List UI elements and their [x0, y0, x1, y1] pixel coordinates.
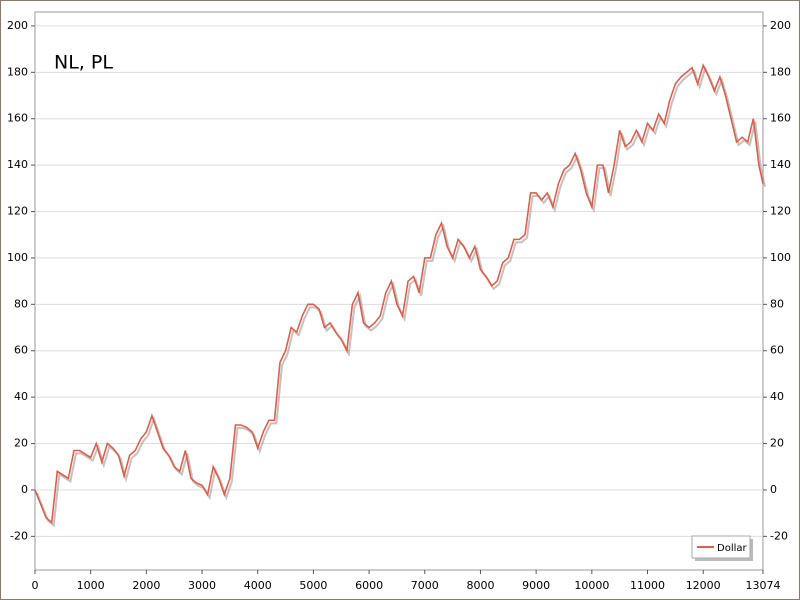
x-tick-label: 0: [32, 579, 39, 592]
legend-label: Dollar: [717, 543, 748, 554]
data-line: [34, 63, 764, 525]
y-tick-label: 20: [14, 437, 28, 450]
y2-tick-label: 200: [770, 19, 791, 32]
y-tick-label: 120: [7, 205, 28, 218]
y-tick-label: 200: [7, 19, 28, 32]
x-tick-label: 1000: [77, 579, 105, 592]
y-tick-label: 60: [14, 344, 28, 357]
x-tick-label: 10000: [574, 579, 609, 592]
y2-tick-label: 120: [770, 205, 791, 218]
y2-tick-label: 20: [770, 437, 784, 450]
x-tick-label: 7000: [411, 579, 439, 592]
y2-tick-label: -20: [770, 529, 788, 542]
x-tick-label: 6000: [355, 579, 383, 592]
x-tick-label: 5000: [299, 579, 327, 592]
y2-tick-label: 140: [770, 158, 791, 171]
plot-area: [34, 11, 764, 571]
y-tick-label: 180: [7, 65, 28, 78]
y-tick-label: 160: [7, 112, 28, 125]
y2-tick-label: 60: [770, 344, 784, 357]
y-tick-label: 80: [14, 297, 28, 310]
y-tick-label: 40: [14, 390, 28, 403]
chart-title: NL, PL: [54, 52, 113, 74]
x-tick-label: 2000: [132, 579, 160, 592]
x-tick-label: 3000: [188, 579, 216, 592]
x-tick-label: 13074: [746, 579, 781, 592]
x-tick-label: 11000: [630, 579, 665, 592]
y2-tick-label: 80: [770, 297, 784, 310]
x-tick-label: 9000: [522, 579, 550, 592]
y-tick-label: 100: [7, 251, 28, 264]
y2-tick-label: 40: [770, 390, 784, 403]
legend-box: [691, 535, 751, 559]
y-tick-label: 140: [7, 158, 28, 171]
y2-tick-label: 0: [770, 483, 777, 496]
y2-tick-label: 180: [770, 65, 791, 78]
y-tick-label: -20: [10, 529, 28, 542]
y2-tick-label: 160: [770, 112, 791, 125]
x-tick-label: 12000: [686, 579, 721, 592]
x-tick-label: 8000: [466, 579, 494, 592]
x-tick-label: 4000: [244, 579, 272, 592]
y2-tick-label: 100: [770, 251, 791, 264]
y-tick-label: 0: [21, 483, 28, 496]
